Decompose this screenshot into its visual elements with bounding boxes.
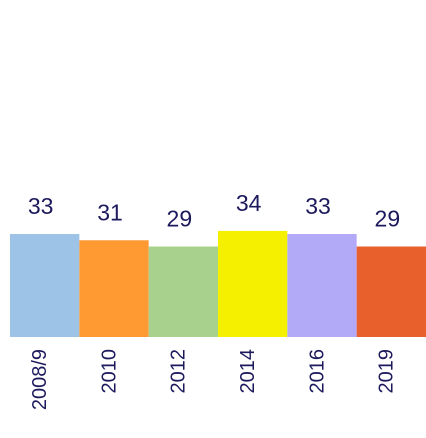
bar [287,234,357,337]
bar [10,234,80,337]
value-label: 29 [167,206,193,232]
bar [148,246,218,337]
value-label: 31 [97,199,123,225]
value-label: 33 [305,193,331,219]
bar [356,246,426,337]
value-label: 34 [236,190,262,216]
x-tick-label: 2008/9 [29,349,51,410]
x-tick-label: 2014 [237,349,259,394]
bar [218,230,288,337]
x-tick-label: 2012 [168,349,190,394]
value-label: 29 [375,206,401,232]
value-label: 33 [28,193,54,219]
x-tick-label: 2019 [376,349,398,394]
bar [79,240,149,337]
x-tick-label: 2010 [98,349,120,394]
x-tick-label: 2016 [306,349,328,394]
